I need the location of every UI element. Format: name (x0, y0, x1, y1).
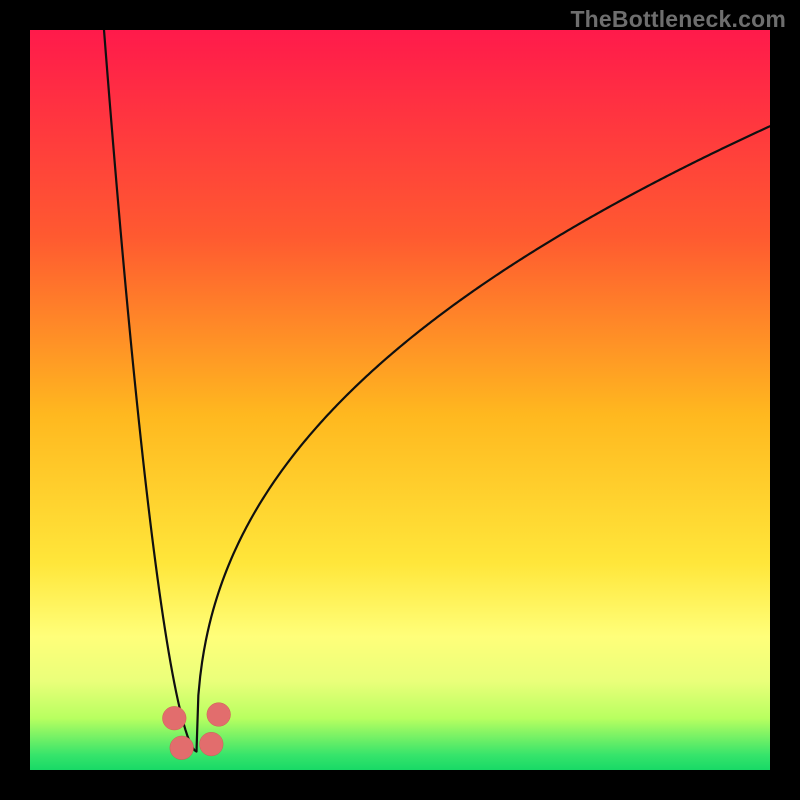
plot-frame (30, 30, 770, 770)
data-marker (207, 703, 231, 727)
data-marker (162, 706, 186, 730)
watermark-text: TheBottleneck.com (570, 6, 786, 33)
chart-svg (30, 30, 770, 770)
data-marker (170, 736, 194, 760)
gradient-background (30, 30, 770, 770)
data-marker (199, 732, 223, 756)
